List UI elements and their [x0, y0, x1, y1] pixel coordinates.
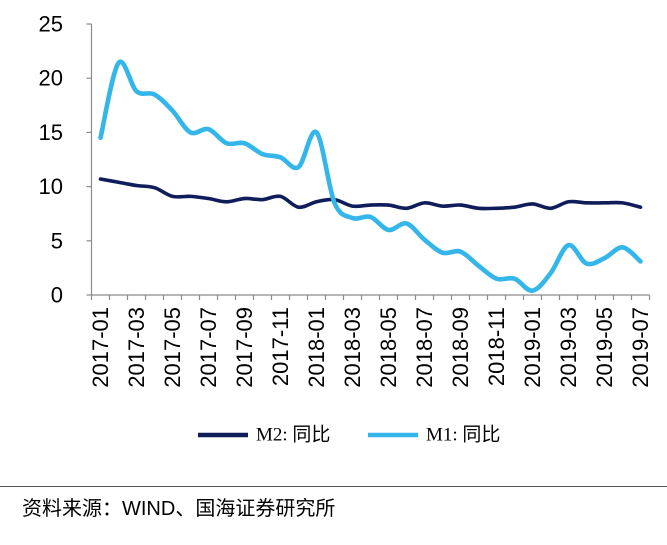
data-point-m1-2019-03 [566, 243, 571, 247]
data-point-m2-2019-04 [584, 201, 589, 205]
data-point-m1-2017-10 [260, 152, 265, 156]
series-m2 [98, 177, 643, 211]
x-tick-label-2018-11: 2018-11 [484, 307, 509, 386]
data-point-m2-2017-10 [260, 198, 265, 202]
data-point-m1-2017-01 [98, 136, 103, 140]
x-tick-label-2017-09: 2017-09 [232, 307, 257, 388]
y-tick-label-10: 10 [39, 174, 63, 199]
data-point-m1-2019-01 [530, 289, 535, 293]
legend: M2: 同比 M1: 同比 [198, 424, 500, 446]
data-point-m1-2017-08 [224, 141, 229, 145]
y-tick-label-0: 0 [51, 283, 63, 308]
data-point-m2-2019-05 [602, 201, 607, 205]
legend-label-m1: M1: 同比 [426, 424, 500, 446]
series-layer [98, 59, 643, 293]
data-point-m1-2018-06 [404, 221, 409, 226]
data-point-m1-2018-12 [512, 277, 517, 281]
data-point-m1-2018-03 [350, 216, 355, 220]
data-point-m1-2018-07 [422, 238, 427, 242]
data-point-m2-2017-04 [152, 186, 157, 190]
y-tick-label-20: 20 [39, 66, 63, 91]
data-point-m2-2018-01 [314, 200, 319, 204]
data-point-m2-2019-06 [620, 201, 625, 205]
x-tick-label-2018-07: 2018-07 [412, 307, 437, 388]
data-point-m1-2018-05 [386, 228, 391, 232]
data-point-m1-2017-06 [188, 130, 193, 134]
data-point-m1-2017-02 [116, 61, 121, 65]
data-point-m2-2018-06 [404, 206, 409, 210]
x-tick-label-2019-03: 2019-03 [556, 307, 581, 388]
data-point-m2-2017-02 [116, 180, 121, 184]
data-point-m2-2018-07 [422, 201, 427, 205]
x-tick-label-2017-01: 2017-01 [88, 307, 113, 388]
data-point-m1-2018-04 [368, 215, 373, 219]
data-point-m2-2017-12 [296, 205, 301, 209]
data-point-m2-2017-07 [206, 196, 211, 201]
x-tick-label-2017-03: 2017-03 [124, 307, 149, 388]
data-point-m2-2018-11 [494, 206, 499, 210]
data-point-m1-2017-07 [206, 127, 211, 131]
data-point-m2-2017-09 [242, 196, 247, 201]
data-point-m1-2017-12 [296, 165, 301, 169]
data-point-m1-2017-05 [170, 109, 175, 113]
y-tick-label-25: 25 [39, 12, 63, 37]
legend-label-m2: M2: 同比 [256, 424, 330, 446]
data-point-m1-2018-10 [476, 264, 481, 268]
x-tick-label-2017-11: 2017-11 [268, 307, 293, 386]
data-point-m1-2017-03 [134, 89, 139, 93]
data-point-m1-2017-09 [242, 141, 247, 145]
data-point-m2-2017-01 [98, 177, 103, 181]
data-point-m2-2017-03 [134, 183, 139, 188]
data-point-m1-2017-11 [278, 155, 283, 159]
data-point-m2-2018-12 [512, 205, 517, 209]
data-point-m1-2018-09 [458, 250, 463, 254]
data-point-m2-2019-03 [566, 200, 571, 204]
data-point-m1-2018-01 [314, 130, 319, 134]
x-tick-label-2019-01: 2019-01 [520, 307, 545, 388]
data-point-m1-2019-04 [584, 261, 589, 266]
x-tick-label-2018-01: 2018-01 [304, 307, 329, 388]
data-point-m2-2017-08 [224, 200, 229, 204]
data-point-m2-2017-05 [170, 194, 175, 198]
x-tick-label-2018-09: 2018-09 [448, 307, 473, 388]
data-point-m2-2018-08 [440, 204, 445, 208]
x-tick-label-2019-07: 2019-07 [628, 307, 653, 388]
data-point-m2-2019-01 [530, 202, 535, 206]
series-line-m1 [98, 59, 643, 293]
data-point-m1-2019-05 [602, 256, 607, 260]
x-axis-ticks: 2017-01 2017-03 2017-05 2017-07 2017-09 2017-… [88, 295, 653, 388]
data-point-m2-2018-03 [350, 204, 355, 208]
data-point-m1-2018-02 [332, 201, 337, 205]
data-point-m2-2019-07 [638, 205, 643, 209]
data-point-m2-2018-10 [476, 206, 481, 210]
source-note: 资料来源：WIND、国海证券研究所 [22, 497, 335, 520]
data-point-m2-2019-02 [548, 206, 553, 210]
data-point-m1-2019-06 [620, 245, 625, 249]
x-tick-label-2018-03: 2018-03 [340, 307, 365, 388]
data-point-m2-2018-05 [386, 203, 391, 207]
x-tick-label-2017-07: 2017-07 [196, 307, 221, 388]
y-tick-label-5: 5 [51, 228, 63, 253]
data-point-m1-2019-07 [638, 259, 643, 263]
x-tick-label-2017-05: 2017-05 [160, 307, 185, 388]
data-point-m2-2017-06 [188, 194, 193, 198]
y-tick-label-15: 15 [39, 120, 63, 145]
data-point-m1-2018-08 [440, 251, 445, 255]
x-tick-label-2019-05: 2019-05 [592, 307, 617, 388]
data-point-m1-2017-04 [152, 92, 157, 97]
data-point-m1-2019-02 [548, 271, 553, 275]
data-point-m1-2018-11 [494, 277, 499, 281]
data-point-m2-2017-11 [278, 194, 283, 198]
series-m1 [98, 59, 643, 293]
data-point-m2-2018-09 [458, 203, 463, 207]
y-axis-ticks: 0 5 10 15 20 25 [39, 12, 92, 308]
data-point-m2-2018-04 [368, 203, 373, 207]
x-tick-label-2018-05: 2018-05 [376, 307, 401, 388]
